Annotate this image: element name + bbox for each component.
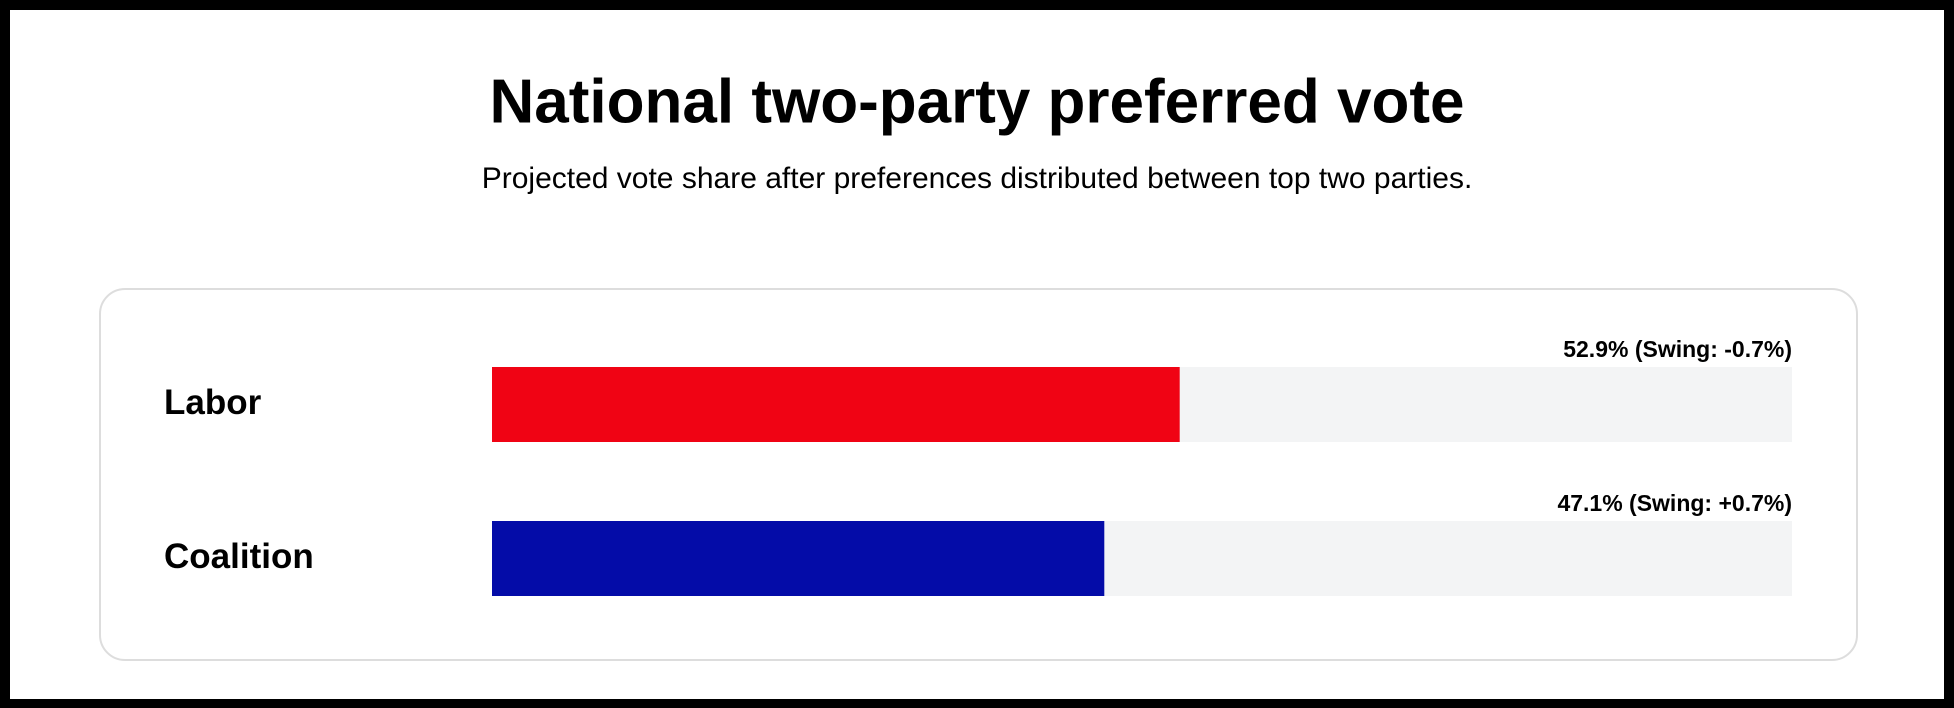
category-label: Coalition <box>164 537 314 576</box>
bar <box>492 367 1180 442</box>
chart-subtitle: Projected vote share after preferences d… <box>482 162 1473 195</box>
bar <box>492 521 1105 596</box>
chart-title: National two-party preferred vote <box>490 67 1465 136</box>
value-label: 47.1% (Swing: +0.7%) <box>1557 490 1792 516</box>
value-label: 52.9% (Swing: -0.7%) <box>1563 336 1792 362</box>
category-label: Labor <box>164 383 262 422</box>
